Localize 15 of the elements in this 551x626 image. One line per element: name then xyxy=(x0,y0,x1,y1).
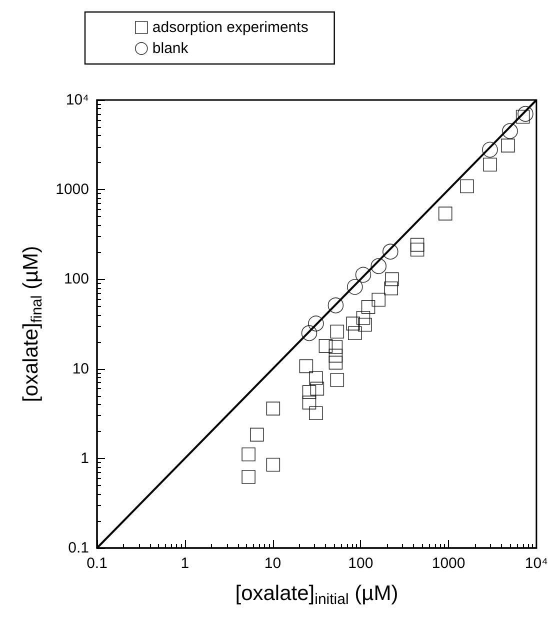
legend-label: blank xyxy=(152,40,189,57)
x-tick-label: 100 xyxy=(348,555,374,572)
legend-label: adsorption experiments xyxy=(152,19,308,36)
x-tick-label: 1000 xyxy=(432,555,466,572)
y-tick-label: 0.1 xyxy=(68,540,89,556)
y-tick-label: 100 xyxy=(64,270,89,288)
x-tick-label: 1 xyxy=(180,555,190,572)
y-tick-label: 10 xyxy=(72,360,89,378)
x-tick-label: 10 xyxy=(264,555,282,572)
y-tick-label: 1000 xyxy=(56,181,89,198)
x-tick-label: 10⁴ xyxy=(524,555,548,572)
y-tick-label: 1 xyxy=(80,450,89,467)
x-tick-label: 0.1 xyxy=(86,555,108,572)
y-tick-label: 10⁴ xyxy=(66,92,89,108)
y-axis-title: [oxalate]final (µM) xyxy=(20,246,46,402)
